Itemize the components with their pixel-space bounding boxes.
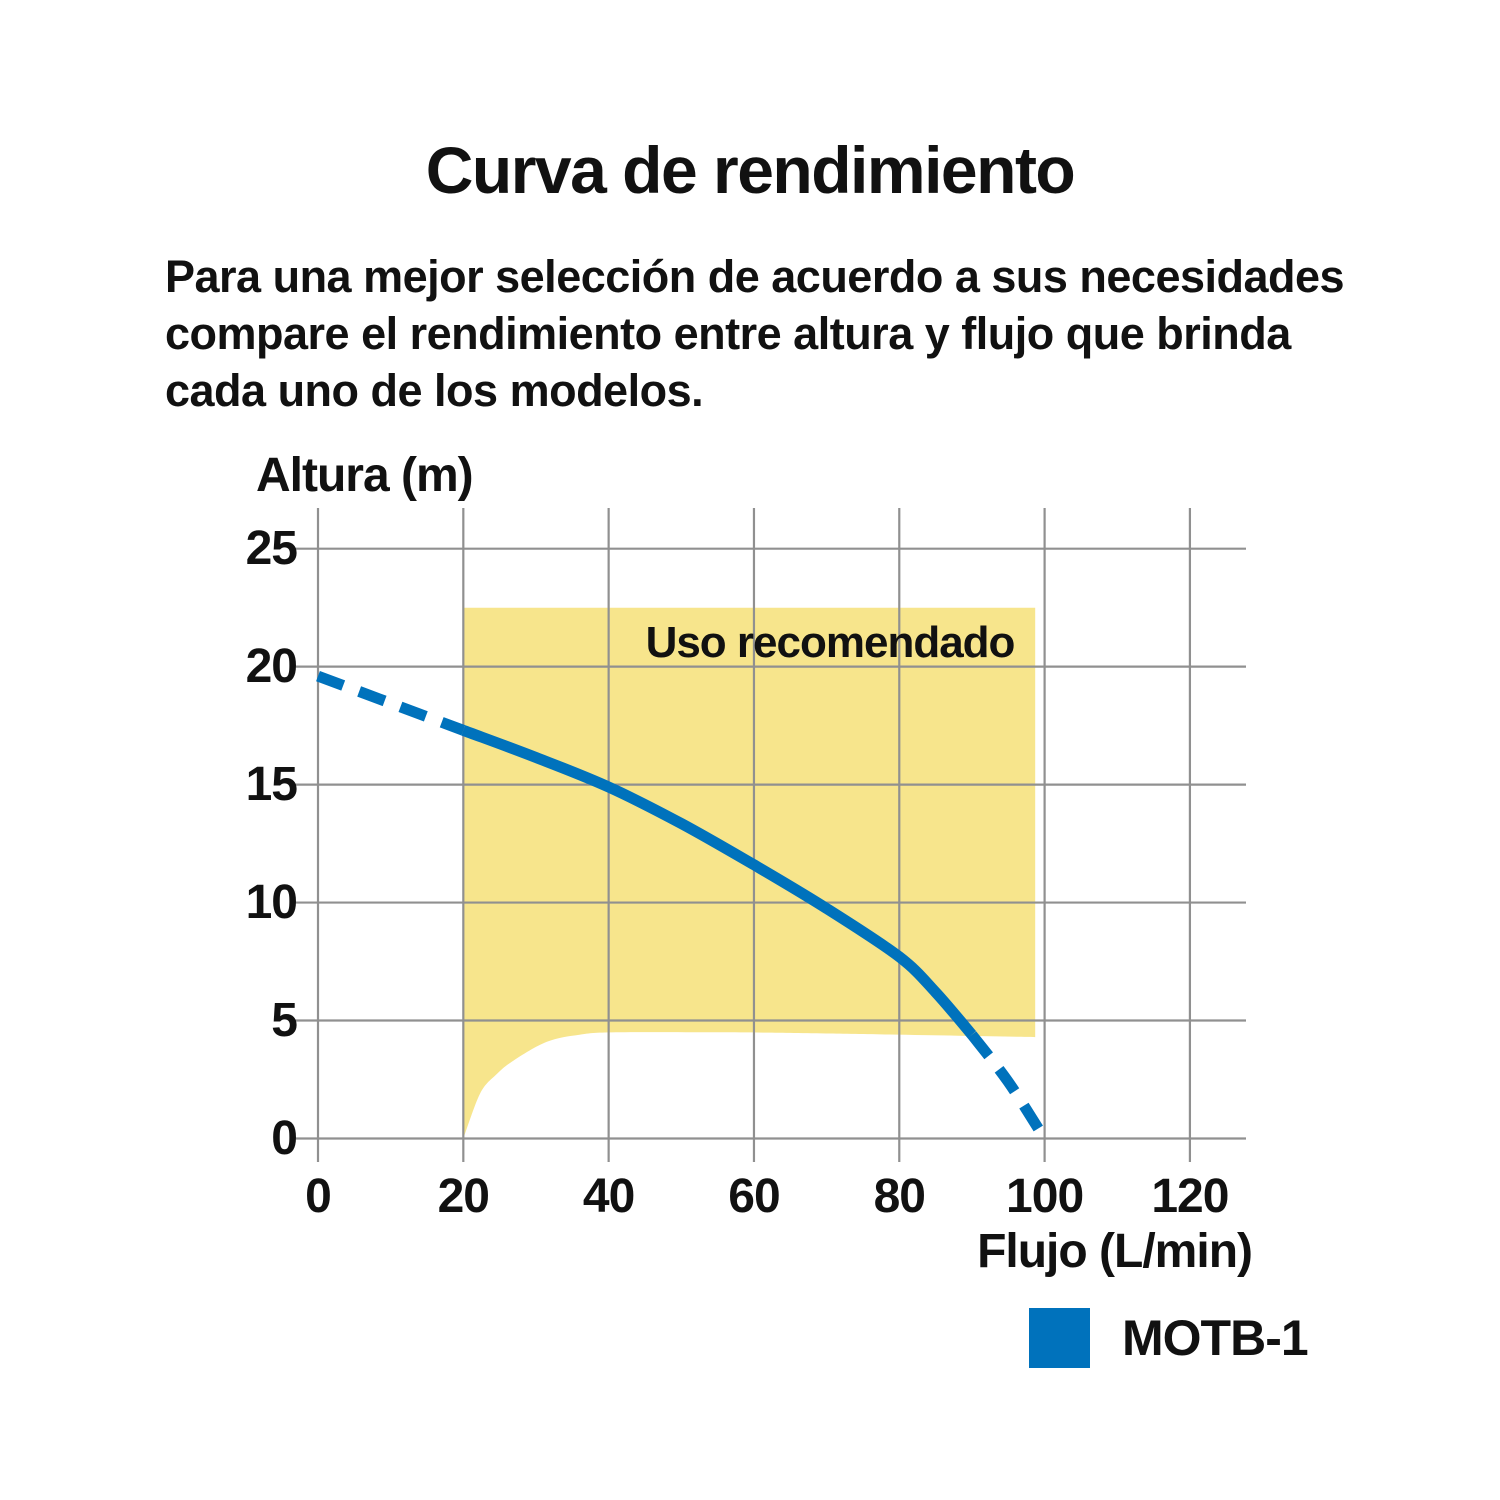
y-axis-label: Altura (m) bbox=[256, 449, 474, 502]
y-tick-label: 5 bbox=[271, 993, 298, 1047]
y-tick-label: 25 bbox=[245, 521, 298, 575]
performance-curve-dashed bbox=[967, 1031, 1050, 1142]
legend: MOTB-1 bbox=[1029, 1306, 1309, 1370]
y-tick-label: 15 bbox=[245, 757, 298, 811]
x-tick-label: 120 bbox=[1151, 1170, 1229, 1223]
legend-swatch bbox=[1029, 1308, 1090, 1368]
performance-curve bbox=[316, 670, 1050, 1142]
performance-curve-dashed bbox=[316, 670, 466, 736]
y-tick-label: 10 bbox=[245, 875, 298, 929]
y-tick-label: 20 bbox=[245, 639, 298, 693]
x-tick-label: 60 bbox=[728, 1170, 780, 1223]
recommended-region-shape bbox=[463, 607, 1036, 1139]
x-tick-label: 0 bbox=[305, 1170, 332, 1223]
legend-series-label: MOTB-1 bbox=[1122, 1310, 1309, 1366]
x-tick-label: 20 bbox=[437, 1170, 490, 1223]
performance-curve-solid bbox=[461, 725, 977, 1039]
page-title: Curva de rendimiento bbox=[425, 133, 1076, 207]
x-tick-label: 100 bbox=[1006, 1170, 1084, 1223]
recommended-use-region bbox=[463, 607, 1036, 1139]
y-tick-label: 0 bbox=[271, 1111, 298, 1165]
x-tick-label: 80 bbox=[873, 1170, 926, 1223]
x-axis-label: Flujo (L/min) bbox=[977, 1225, 1253, 1278]
grid-lines bbox=[295, 508, 1246, 1162]
recommended-region-label: Uso recomendado bbox=[645, 618, 1016, 667]
intro-paragraph: Para una mejor selección de acuerdo a su… bbox=[165, 251, 1345, 416]
x-tick-label: 40 bbox=[582, 1170, 635, 1223]
